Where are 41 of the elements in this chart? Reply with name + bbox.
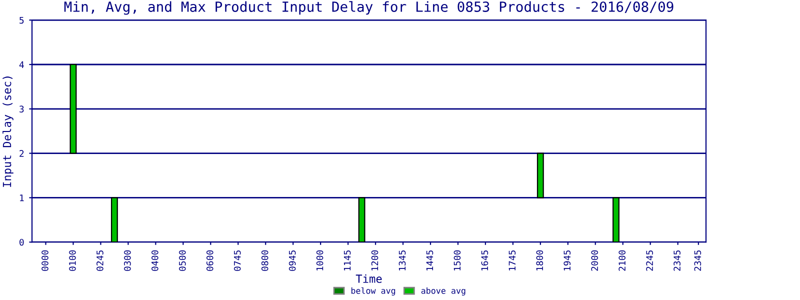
x-tick-label: 0945 <box>288 250 296 271</box>
x-tick-label: 0600 <box>206 250 214 271</box>
x-tick-label: 1345 <box>398 250 406 270</box>
y-tick-label: 2 <box>20 150 24 157</box>
x-tick-label: 1645 <box>481 250 488 270</box>
x-tick-label: 0000 <box>42 250 48 271</box>
bar <box>358 197 366 242</box>
y-tick-label: 5 <box>20 16 24 24</box>
x-tick-label: 2245 <box>646 250 653 271</box>
x-tick-label: 0245 <box>96 250 104 271</box>
y-axis-title: Input Delay (sec) <box>2 76 14 187</box>
x-tick-label: 0745 <box>234 250 241 271</box>
bar <box>536 152 544 198</box>
x-tick-label: 1145 <box>344 250 351 270</box>
bar <box>110 197 118 242</box>
legend-label: below avg <box>351 287 396 296</box>
x-tick-label: 0800 <box>261 250 268 271</box>
x-tick-label: 2345 <box>674 250 680 271</box>
chart-title: Min, Avg, and Max Product Input Delay for Line 0853 Products - 2016/08/09 <box>64 1 674 15</box>
x-tick-label: 0400 <box>151 250 158 271</box>
x-tick-label: 0500 <box>178 250 186 271</box>
legend-label: above avg <box>421 287 466 296</box>
y-tick-label: 4 <box>19 61 24 68</box>
x-tick-label: 1745 <box>508 250 516 270</box>
x-tick-label: 1800 <box>536 250 544 270</box>
x-tick-label: 1945 <box>564 250 571 270</box>
x-tick-label: 1000 <box>316 250 324 270</box>
x-tick-label: 2100 <box>618 250 626 271</box>
x-tick-label: 0300 <box>124 250 131 271</box>
x-tick-label: 0100 <box>69 250 76 271</box>
x-tick-label: 2345 <box>694 250 702 271</box>
x-tick-label: 1500 <box>454 250 461 270</box>
y-tick-label: 0 <box>20 238 24 246</box>
x-axis-title: Time <box>356 274 382 283</box>
x-tick-label: 1200 <box>371 250 378 270</box>
x-tick-label: 1445 <box>426 250 434 270</box>
x-tick-label: 2000 <box>591 250 598 271</box>
bar <box>70 64 77 154</box>
bar <box>612 197 620 242</box>
y-tick-label: 3 <box>20 106 24 112</box>
y-tick-label: 1 <box>20 194 24 202</box>
